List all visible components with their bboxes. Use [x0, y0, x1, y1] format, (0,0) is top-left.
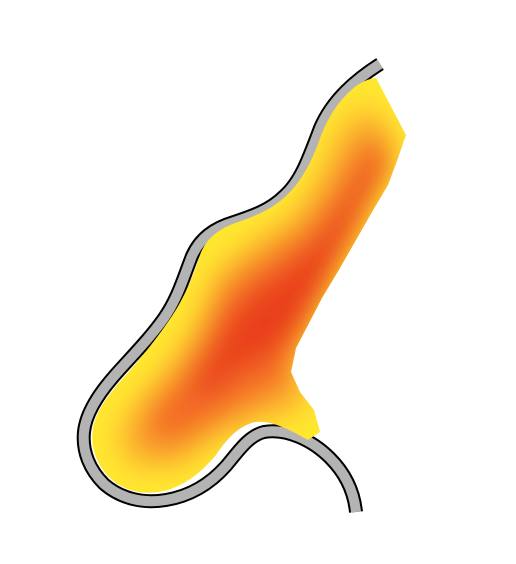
river-bank-upper	[76, 58, 384, 513]
heatmap-field	[92, 78, 406, 493]
